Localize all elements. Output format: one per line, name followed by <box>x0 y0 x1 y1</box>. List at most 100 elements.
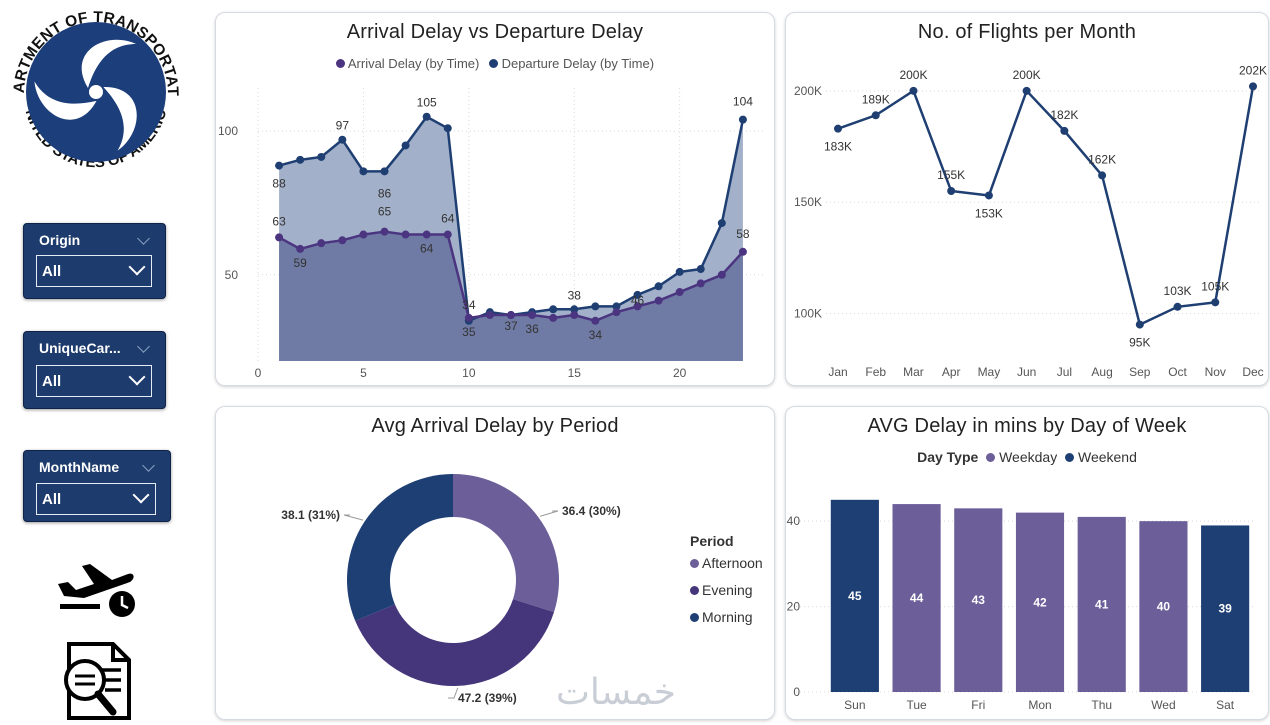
x-tick-label: Dec <box>1242 365 1263 379</box>
origin-slicer[interactable]: Origin All <box>23 223 166 299</box>
y-tick-label: 150K <box>794 195 822 209</box>
flights-point <box>1135 320 1144 329</box>
arrival-point <box>296 244 305 253</box>
x-tick-label: Sep <box>1129 365 1151 379</box>
label-leader-line <box>343 514 364 521</box>
flights-point <box>1060 126 1069 135</box>
legend-weekend-label: Weekend <box>1077 449 1137 465</box>
arrival-point <box>528 311 537 320</box>
x-tick-label: Feb <box>865 365 886 379</box>
period-legend-item: Evening <box>690 582 763 598</box>
data-label: 65 <box>378 205 392 219</box>
data-label: 37 <box>504 319 518 333</box>
arrival-point <box>717 270 726 279</box>
bar <box>1201 525 1250 692</box>
data-label: 36 <box>525 322 539 336</box>
data-label: 182K <box>1050 108 1078 122</box>
departure-point <box>570 305 579 314</box>
departure-point <box>401 141 410 150</box>
data-label: 63 <box>272 214 286 228</box>
data-label: 44 <box>910 591 924 605</box>
data-label: 200K <box>1013 68 1041 82</box>
chevron-down-icon[interactable] <box>142 459 155 472</box>
data-label: 46 <box>631 293 645 307</box>
x-tick-label: Sun <box>844 698 865 712</box>
arrival-point <box>401 230 410 239</box>
month-slicer-label: MonthName <box>39 459 120 475</box>
legend-evening-label: Evening <box>702 582 753 598</box>
y-tick-label: 20 <box>787 600 801 614</box>
x-tick-label: Nov <box>1205 365 1226 379</box>
data-label: 59 <box>293 256 307 270</box>
flights-point <box>1211 298 1220 307</box>
bar <box>892 504 941 692</box>
legend-afternoon-label: Afternoon <box>702 555 763 571</box>
y-tick-label: 50 <box>225 268 239 282</box>
carrier-slicer[interactable]: UniqueCar... All <box>23 331 166 409</box>
data-label: 39 <box>1218 602 1232 616</box>
departure-point <box>359 167 368 176</box>
data-label: 202K <box>1239 63 1267 77</box>
data-label: 104 <box>733 95 753 109</box>
departure-point <box>443 124 452 133</box>
data-label: 64 <box>441 212 455 226</box>
data-label: 189K <box>862 92 890 106</box>
arrival-point <box>464 313 473 322</box>
arrival-point <box>654 296 663 305</box>
flights-point <box>984 191 993 200</box>
month-slicer[interactable]: MonthName All <box>23 450 171 522</box>
dow-chart-card: AVG Delay in mins by Day of Week Day Typ… <box>785 406 1269 720</box>
departure-point <box>317 152 326 161</box>
flights-point <box>947 187 956 196</box>
origin-value: All <box>42 263 62 280</box>
delay-chart-plot: 0 5 10 15 20 100 50 88 63 59 97 86 65 105 64 64 34 35 37 36… <box>218 88 764 380</box>
chevron-down-icon[interactable] <box>137 340 150 353</box>
dropdown-caret-icon[interactable] <box>128 368 146 386</box>
data-label: 34 <box>462 298 476 312</box>
arrival-point <box>570 311 579 320</box>
dropdown-caret-icon[interactable] <box>132 486 150 504</box>
x-tick-label: Jun <box>1017 365 1036 379</box>
departure-point <box>654 282 663 291</box>
period-chart-card: Avg Arrival Delay by Period 36.4 (30%) 47… <box>215 406 775 720</box>
x-tick-label: Fri <box>971 698 985 712</box>
dow-legend-title: Day Type <box>917 449 979 465</box>
period-legend-item: Morning <box>690 609 763 625</box>
data-label: 47.2 (39%) <box>458 691 517 705</box>
data-label: 34 <box>589 328 603 342</box>
data-label: 58 <box>736 227 750 241</box>
dot-logo: DEPARTMENT OF TRANSPORTATION UNITED STAT… <box>0 0 188 186</box>
flights-point <box>1249 82 1257 91</box>
data-label: 36.4 (30%) <box>562 504 621 518</box>
data-label: 105K <box>1201 279 1229 293</box>
departure-point <box>633 290 642 299</box>
departure-point <box>675 267 684 276</box>
bar <box>1015 512 1065 692</box>
arrival-point <box>507 311 515 320</box>
dropdown-caret-icon[interactable] <box>128 258 146 276</box>
chevron-down-icon[interactable] <box>137 232 150 245</box>
arrival-point <box>612 308 621 317</box>
x-tick-label: Apr <box>942 365 961 379</box>
label-leader-line <box>448 687 459 699</box>
x-tick-label: 20 <box>673 366 687 380</box>
arrival-point <box>549 313 558 322</box>
origin-dropdown[interactable]: All <box>36 255 152 287</box>
carrier-dropdown[interactable]: All <box>36 365 152 397</box>
donut-slice <box>347 474 453 621</box>
x-tick-label: Aug <box>1091 365 1112 379</box>
flights-point <box>909 86 918 95</box>
legend-arrival-label: Arrival Delay (by Time) <box>347 56 480 71</box>
flights-series-line <box>837 86 1255 327</box>
departure-point <box>380 167 389 176</box>
flights-chart-card: No. of Flights per Month 200K 150K 100K Jan… <box>785 12 1269 386</box>
arrival-point <box>422 230 431 239</box>
y-tick-label: 0 <box>793 685 800 699</box>
data-label: 40 <box>1157 600 1171 614</box>
delay-chart-card: Arrival Delay vs Departure Delay Arrival… <box>215 12 775 386</box>
x-tick-label: 0 <box>255 366 262 380</box>
arrival-point <box>338 236 347 245</box>
y-tick-label: 40 <box>787 514 801 528</box>
legend-morning-label: Morning <box>702 609 753 625</box>
month-dropdown[interactable]: All <box>36 483 156 515</box>
